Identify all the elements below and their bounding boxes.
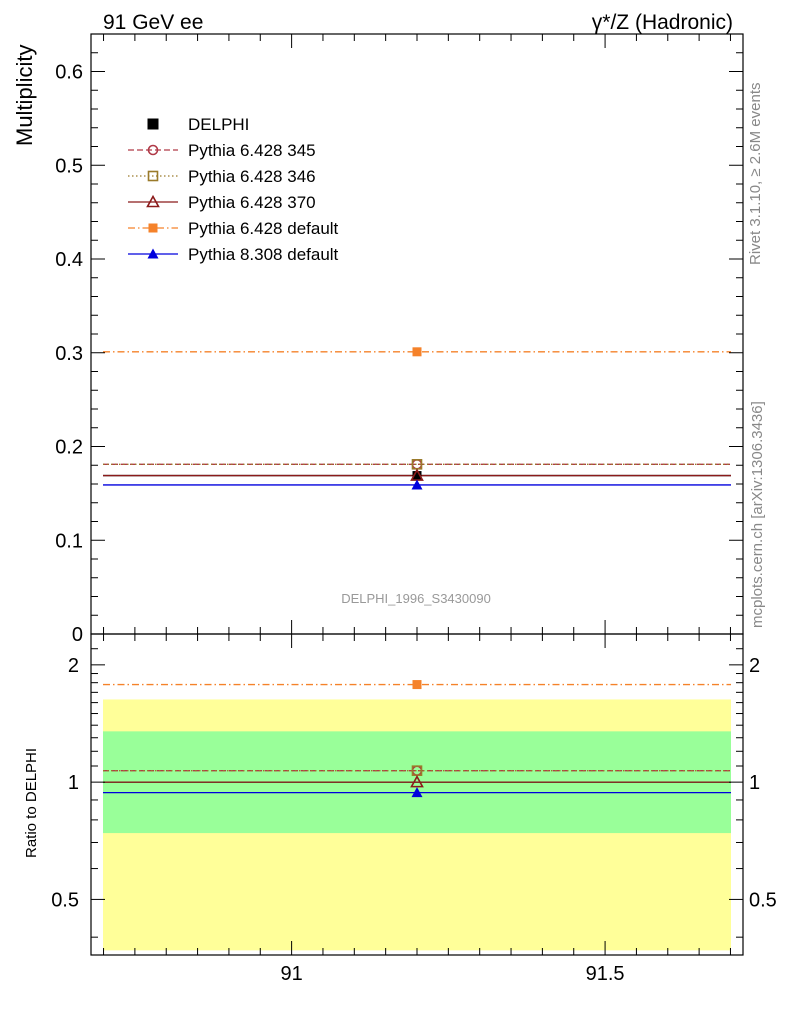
main-ytick-label: 0.2: [55, 437, 83, 459]
legend-marker-4: [148, 223, 158, 233]
x-tick-label: 91: [280, 963, 302, 985]
main-ytick-label: 0: [72, 624, 83, 646]
ratio-series-marker-2: [410, 774, 424, 788]
legend-label-2: Pythia 6.428 346: [188, 167, 316, 186]
main-ytick-label: 0.4: [55, 249, 83, 271]
legend-marker-1: [147, 144, 159, 156]
main-y-axis-label: Multiplicity: [12, 45, 37, 146]
legend-marker-3: [146, 194, 160, 208]
series-markers: [410, 347, 424, 798]
ratio-y-axis-label: Ratio to DELPHI: [23, 748, 40, 858]
main-series-marker-0: [412, 471, 422, 481]
legend: DELPHI Pythia 6.428 345 Pythia 6.428 346 Py…: [128, 115, 339, 264]
main-ytick-label: 0.3: [55, 343, 83, 365]
main-ytick-label: 0.1: [55, 530, 83, 552]
header-left-title: 91 GeV ee: [103, 11, 203, 34]
legend-marker-5: [147, 248, 159, 259]
legend-label-3: Pythia 6.428 370: [188, 193, 316, 212]
axes: 0 0.1 0.2 0.3 0.4 0.5 0.6 91 91.5 0.5 0.5 1 1 2 2: [51, 33, 777, 985]
analysis-watermark: DELPHI_1996_S3430090: [341, 591, 491, 606]
legend-label-5: Pythia 8.308 default: [188, 245, 339, 264]
ratio-ytick-label-right: 2: [749, 655, 760, 677]
header-right-title: γ*/Z (Hadronic): [592, 11, 733, 34]
legend-label-0: DELPHI: [188, 115, 249, 134]
legend-marker-0: [147, 118, 159, 130]
main-series-marker-5: [411, 479, 423, 490]
ratio-ytick-label-right: 0.5: [749, 889, 777, 911]
ratio-ytick-label-left: 0.5: [51, 889, 79, 911]
legend-label-1: Pythia 6.428 345: [188, 141, 316, 160]
ratio-ytick-label-right: 1: [749, 772, 760, 794]
main-series-marker-4: [412, 347, 422, 357]
legend-label-4: Pythia 6.428 default: [188, 219, 339, 238]
main-ytick-label: 0.6: [55, 62, 83, 84]
ratio-ytick-label-left: 1: [68, 772, 79, 794]
rivet-note: Rivet 3.1.10, ≥ 2.6M events: [747, 83, 764, 266]
ratio-series-marker-4: [411, 787, 423, 798]
main-ytick-label: 0.5: [55, 155, 83, 177]
x-tick-label: 91.5: [586, 963, 625, 985]
ratio-ytick-label-left: 2: [68, 655, 79, 677]
legend-marker-2: [147, 170, 159, 182]
ratio-series-marker-3: [412, 680, 422, 690]
ratio-bands: [103, 699, 731, 951]
source-note: mcplots.cern.ch [arXiv:1306.3436]: [749, 401, 766, 628]
